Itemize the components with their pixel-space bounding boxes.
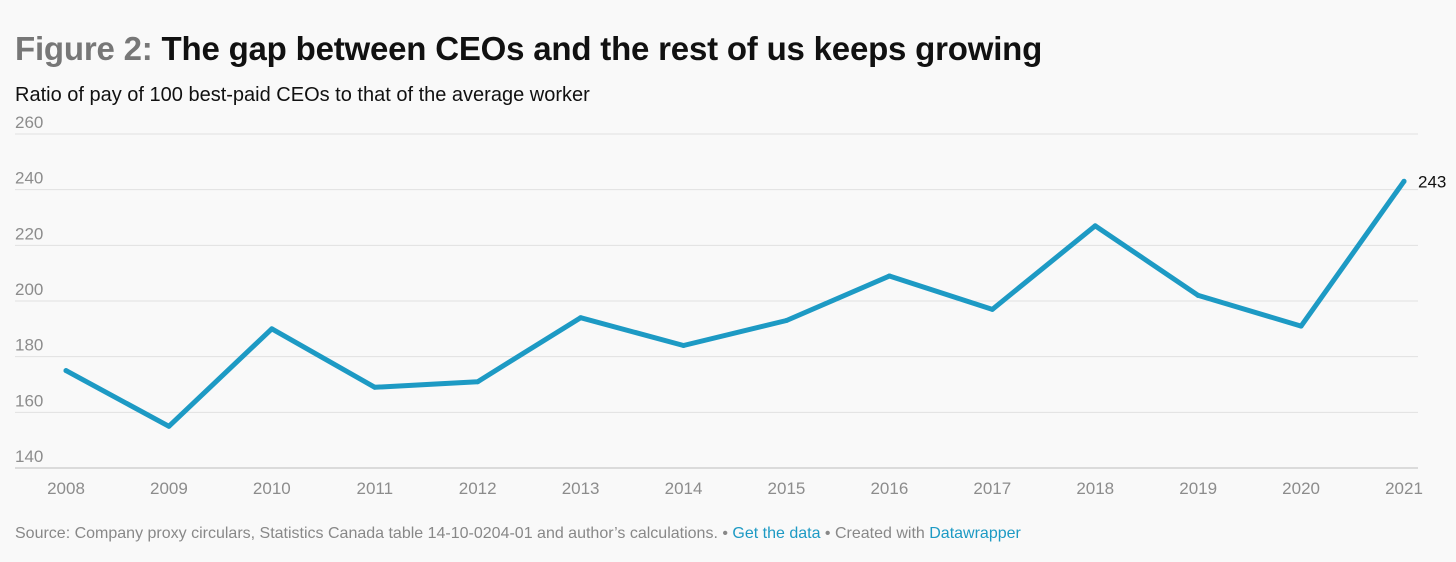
data-point: [63, 368, 69, 374]
x-tick-label: 2016: [870, 479, 908, 498]
datawrapper-link[interactable]: Datawrapper: [929, 525, 1021, 542]
data-point: [886, 273, 892, 279]
x-tick-label: 2017: [973, 479, 1011, 498]
data-point: [578, 315, 584, 321]
y-tick-label: 140: [15, 447, 43, 466]
y-tick-label: 200: [15, 280, 43, 299]
y-tick-label: 160: [15, 391, 43, 410]
x-tick-label: 2020: [1282, 479, 1320, 498]
data-point: [372, 384, 378, 390]
footer-separator: •: [717, 525, 733, 542]
x-tick-label: 2011: [356, 479, 393, 498]
data-point: [783, 317, 789, 323]
y-tick-label: 260: [15, 113, 43, 132]
x-tick-label: 2008: [47, 479, 85, 498]
data-point: [681, 343, 687, 349]
y-tick-label: 180: [15, 336, 43, 355]
y-tick-label: 240: [15, 169, 43, 188]
series-line: [63, 178, 1407, 429]
data-point: [1298, 323, 1304, 329]
x-axis: 2008 2009 2010 2011 2012 2013 2014 2015 2016 2017…: [47, 479, 1423, 498]
chart-subtitle: Ratio of pay of 100 best-paid CEOs to th…: [15, 84, 590, 106]
series-lines: [63, 178, 1407, 429]
x-tick-label: 2014: [665, 479, 703, 498]
x-tick-label: 2018: [1076, 479, 1114, 498]
x-tick-label: 2009: [150, 479, 188, 498]
title-prefix: Figure 2:: [15, 30, 153, 67]
chart-title: Figure 2: The gap between CEOs and the r…: [15, 30, 1042, 68]
data-point: [475, 379, 481, 385]
x-tick-label: 2013: [562, 479, 600, 498]
source-note: Source: Company proxy circulars, Statist…: [15, 525, 718, 542]
data-point: [1195, 292, 1201, 298]
gridlines: [15, 133, 1418, 469]
data-point: [269, 326, 275, 332]
data-point: [989, 306, 995, 312]
data-labels: 243: [1418, 172, 1446, 191]
get-the-data-link[interactable]: Get the data: [732, 525, 821, 542]
data-point: [1401, 178, 1407, 184]
y-tick-label: 220: [15, 224, 43, 243]
chart-footer: Source: Company proxy circulars, Statist…: [15, 525, 1021, 543]
x-tick-label: 2015: [768, 479, 806, 498]
title-text: The gap between CEOs and the rest of us …: [161, 30, 1043, 67]
created-with-text: • Created with: [820, 525, 930, 542]
x-tick-label: 2021: [1385, 479, 1423, 498]
data-point: [1092, 223, 1098, 229]
x-tick-label: 2019: [1179, 479, 1217, 498]
x-tick-label: 2012: [459, 479, 497, 498]
end-value-label: 243: [1418, 172, 1446, 191]
y-axis: 140 160 180 200 220 240 260: [15, 113, 43, 466]
data-point: [166, 423, 172, 429]
x-tick-label: 2010: [253, 479, 291, 498]
